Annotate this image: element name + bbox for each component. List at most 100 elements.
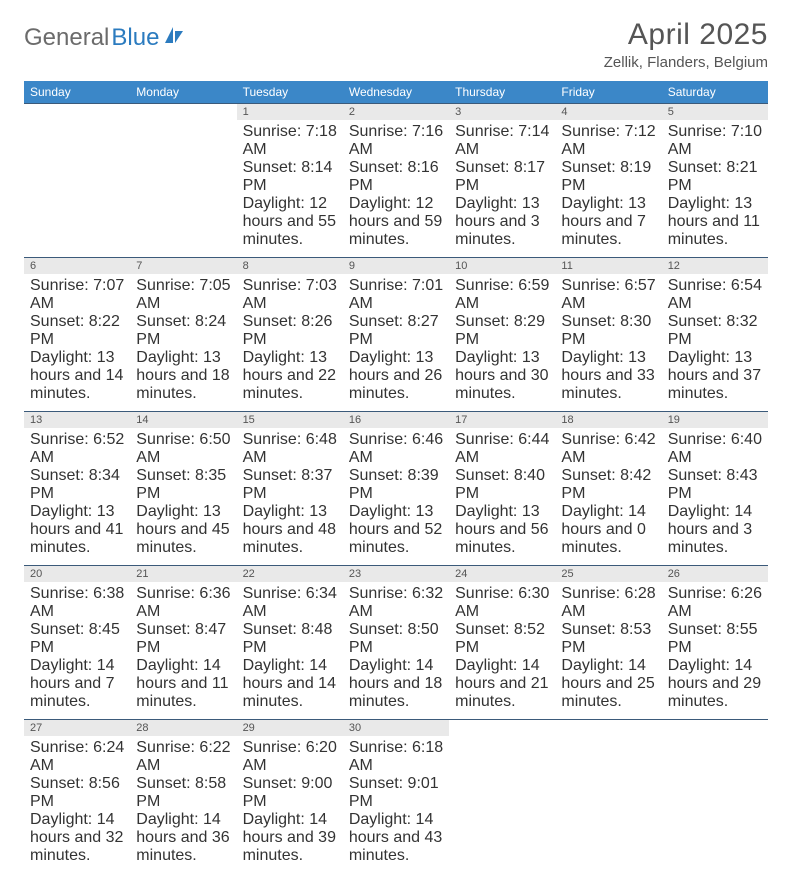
daynum-row: 20212223242526 <box>24 566 768 583</box>
sunset-text: Sunset: 8:29 PM <box>455 313 549 349</box>
sunrise-text: Sunrise: 6:18 AM <box>349 739 443 775</box>
daylight-text: Daylight: 13 hours and 45 minutes. <box>136 503 230 557</box>
sunrise-text: Sunrise: 7:03 AM <box>243 277 337 313</box>
sunset-text: Sunset: 8:42 PM <box>561 467 655 503</box>
daylight-text: Daylight: 13 hours and 26 minutes. <box>349 349 443 403</box>
day-number-cell: 20 <box>24 566 130 583</box>
sunset-text: Sunset: 8:17 PM <box>455 159 549 195</box>
sunrise-text: Sunrise: 7:18 AM <box>243 123 337 159</box>
daylight-text: Daylight: 13 hours and 30 minutes. <box>455 349 549 403</box>
detail-row: Sunrise: 6:52 AMSunset: 8:34 PMDaylight:… <box>24 428 768 566</box>
daylight-text: Daylight: 13 hours and 22 minutes. <box>243 349 337 403</box>
day-number-cell: 12 <box>662 258 768 275</box>
day-detail-cell: Sunrise: 7:14 AMSunset: 8:17 PMDaylight:… <box>449 120 555 258</box>
sunrise-text: Sunrise: 6:48 AM <box>243 431 337 467</box>
day-number-cell <box>662 720 768 737</box>
daylight-text: Daylight: 14 hours and 21 minutes. <box>455 657 549 711</box>
sunrise-text: Sunrise: 6:24 AM <box>30 739 124 775</box>
daylight-text: Daylight: 12 hours and 55 minutes. <box>243 195 337 249</box>
day-number-cell <box>130 104 236 121</box>
sunrise-text: Sunrise: 6:57 AM <box>561 277 655 313</box>
day-number-cell: 9 <box>343 258 449 275</box>
sunset-text: Sunset: 8:48 PM <box>243 621 337 657</box>
day-number-cell: 27 <box>24 720 130 737</box>
day-number-cell <box>24 104 130 121</box>
detail-row: Sunrise: 6:24 AMSunset: 8:56 PMDaylight:… <box>24 736 768 873</box>
sunset-text: Sunset: 8:50 PM <box>349 621 443 657</box>
day-header: Friday <box>555 81 661 104</box>
daylight-text: Daylight: 13 hours and 33 minutes. <box>561 349 655 403</box>
day-detail-cell <box>130 120 236 258</box>
title-block: April 2025 Zellik, Flanders, Belgium <box>604 18 768 71</box>
day-detail-cell: Sunrise: 6:54 AMSunset: 8:32 PMDaylight:… <box>662 274 768 412</box>
day-detail-cell: Sunrise: 7:03 AMSunset: 8:26 PMDaylight:… <box>237 274 343 412</box>
daylight-text: Daylight: 13 hours and 3 minutes. <box>455 195 549 249</box>
daynum-row: 27282930 <box>24 720 768 737</box>
day-detail-cell <box>662 736 768 873</box>
day-detail-cell: Sunrise: 6:34 AMSunset: 8:48 PMDaylight:… <box>237 582 343 720</box>
day-detail-cell: Sunrise: 6:30 AMSunset: 8:52 PMDaylight:… <box>449 582 555 720</box>
sunset-text: Sunset: 8:40 PM <box>455 467 549 503</box>
day-detail-cell: Sunrise: 7:16 AMSunset: 8:16 PMDaylight:… <box>343 120 449 258</box>
day-number-cell: 10 <box>449 258 555 275</box>
day-number-cell: 16 <box>343 412 449 429</box>
day-detail-cell: Sunrise: 7:18 AMSunset: 8:14 PMDaylight:… <box>237 120 343 258</box>
day-number-cell: 19 <box>662 412 768 429</box>
day-number-cell: 14 <box>130 412 236 429</box>
daylight-text: Daylight: 13 hours and 14 minutes. <box>30 349 124 403</box>
location: Zellik, Flanders, Belgium <box>604 54 768 71</box>
sunrise-text: Sunrise: 6:40 AM <box>668 431 762 467</box>
day-header: Saturday <box>662 81 768 104</box>
day-number-cell: 8 <box>237 258 343 275</box>
daynum-row: 6789101112 <box>24 258 768 275</box>
daylight-text: Daylight: 14 hours and 11 minutes. <box>136 657 230 711</box>
daylight-text: Daylight: 13 hours and 37 minutes. <box>668 349 762 403</box>
day-detail-cell <box>555 736 661 873</box>
calendar-table: SundayMondayTuesdayWednesdayThursdayFrid… <box>24 81 768 873</box>
daylight-text: Daylight: 14 hours and 7 minutes. <box>30 657 124 711</box>
sunset-text: Sunset: 8:26 PM <box>243 313 337 349</box>
day-number-cell: 28 <box>130 720 236 737</box>
day-number-cell <box>449 720 555 737</box>
day-number-cell: 6 <box>24 258 130 275</box>
sunset-text: Sunset: 8:53 PM <box>561 621 655 657</box>
day-header-row: SundayMondayTuesdayWednesdayThursdayFrid… <box>24 81 768 104</box>
day-header: Monday <box>130 81 236 104</box>
sunrise-text: Sunrise: 6:59 AM <box>455 277 549 313</box>
sunrise-text: Sunrise: 6:32 AM <box>349 585 443 621</box>
daylight-text: Daylight: 13 hours and 11 minutes. <box>668 195 762 249</box>
daylight-text: Daylight: 14 hours and 14 minutes. <box>243 657 337 711</box>
sunset-text: Sunset: 9:01 PM <box>349 775 443 811</box>
day-detail-cell: Sunrise: 6:28 AMSunset: 8:53 PMDaylight:… <box>555 582 661 720</box>
day-detail-cell: Sunrise: 6:26 AMSunset: 8:55 PMDaylight:… <box>662 582 768 720</box>
sunrise-text: Sunrise: 7:12 AM <box>561 123 655 159</box>
daylight-text: Daylight: 14 hours and 39 minutes. <box>243 811 337 865</box>
daylight-text: Daylight: 14 hours and 25 minutes. <box>561 657 655 711</box>
sunrise-text: Sunrise: 6:54 AM <box>668 277 762 313</box>
sunrise-text: Sunrise: 6:44 AM <box>455 431 549 467</box>
day-number-cell: 21 <box>130 566 236 583</box>
sunrise-text: Sunrise: 6:50 AM <box>136 431 230 467</box>
day-number-cell: 18 <box>555 412 661 429</box>
day-number-cell: 26 <box>662 566 768 583</box>
sunrise-text: Sunrise: 6:30 AM <box>455 585 549 621</box>
month-title: April 2025 <box>604 18 768 52</box>
day-number-cell: 15 <box>237 412 343 429</box>
day-detail-cell <box>24 120 130 258</box>
day-detail-cell: Sunrise: 6:40 AMSunset: 8:43 PMDaylight:… <box>662 428 768 566</box>
day-header: Wednesday <box>343 81 449 104</box>
sunrise-text: Sunrise: 7:10 AM <box>668 123 762 159</box>
daylight-text: Daylight: 14 hours and 36 minutes. <box>136 811 230 865</box>
daylight-text: Daylight: 14 hours and 32 minutes. <box>30 811 124 865</box>
sunrise-text: Sunrise: 7:05 AM <box>136 277 230 313</box>
daylight-text: Daylight: 14 hours and 29 minutes. <box>668 657 762 711</box>
day-number-cell: 11 <box>555 258 661 275</box>
day-number-cell: 3 <box>449 104 555 121</box>
sunset-text: Sunset: 8:47 PM <box>136 621 230 657</box>
sail-icon <box>163 24 185 52</box>
sunset-text: Sunset: 8:22 PM <box>30 313 124 349</box>
detail-row: Sunrise: 7:18 AMSunset: 8:14 PMDaylight:… <box>24 120 768 258</box>
sunset-text: Sunset: 8:16 PM <box>349 159 443 195</box>
day-number-cell: 17 <box>449 412 555 429</box>
day-number-cell: 30 <box>343 720 449 737</box>
